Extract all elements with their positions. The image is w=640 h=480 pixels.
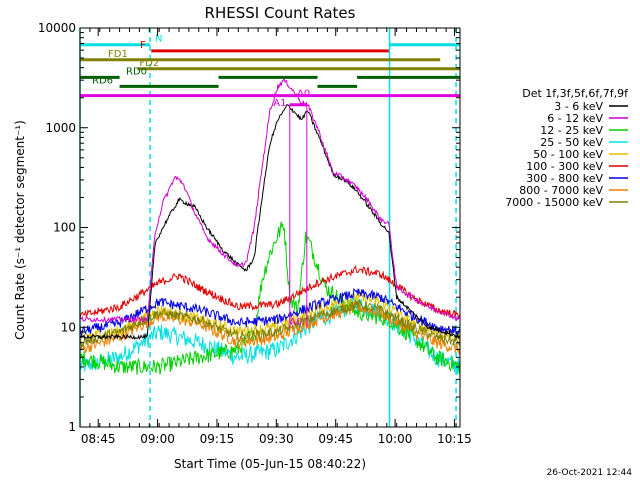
y-tick-label: 10000 [38, 21, 76, 35]
x-tick-label: 10:15 [437, 432, 472, 446]
legend-title: Det 1f,3f,5f,6f,7f,9f [522, 87, 629, 100]
annotation-label: A1 [273, 98, 286, 109]
x-tick-label: 09:45 [318, 432, 353, 446]
x-axis-label: Start Time (05-Jun-15 08:40:22) [174, 457, 366, 471]
state-bar-label: RD0 [126, 66, 147, 77]
series-line [79, 104, 461, 341]
legend-entry-label: 7000 - 15000 keV [505, 196, 603, 209]
y-tick-label: 1000 [45, 121, 76, 135]
state-bar-label: N [155, 34, 162, 45]
y-tick-label: 1 [68, 420, 76, 434]
x-tick-label: 10:00 [378, 432, 413, 446]
state-bar-label: FD2 [139, 58, 159, 69]
legend-entry-label: 25 - 50 keV [540, 136, 603, 149]
series-line [79, 287, 461, 336]
state-bar-label: FD1 [108, 49, 128, 60]
series-line [79, 76, 461, 324]
legend-entry-label: 3 - 6 keV [554, 100, 603, 113]
series-line [79, 290, 461, 343]
data-series [79, 76, 461, 375]
chart-title: RHESSI Count Rates [205, 4, 356, 22]
axes: 1 10 100 1000 10000 08:45 09:00 09:15 09:30 09:45… [38, 21, 472, 446]
legend-entry-label: 12 - 25 keV [540, 124, 603, 137]
series-line [79, 221, 461, 375]
state-bar-label: RD6 [92, 75, 113, 86]
annotation-label: A0 [289, 317, 302, 328]
legend-entry-label: 6 - 12 keV [547, 112, 603, 125]
x-tick-label: 09:15 [200, 432, 235, 446]
y-tick-label: 100 [53, 221, 76, 235]
x-tick-label: 09:00 [140, 432, 175, 446]
series-line [79, 265, 461, 320]
y-tick-label: 10 [61, 320, 76, 334]
legend-entry-label: 50 - 100 keV [533, 148, 603, 161]
series-line [79, 299, 461, 349]
state-bar-label: F [140, 40, 146, 51]
y-axis-label: Count Rate (s⁻¹ detector segment⁻¹) [13, 120, 27, 340]
timestamp-footer: 26-Oct-2021 12:44 [547, 468, 633, 478]
annotation-label: A0 [297, 89, 310, 100]
x-tick-label: 08:45 [81, 432, 116, 446]
legend-entry-label: 300 - 800 keV [526, 172, 603, 185]
legend-entry-label: 100 - 300 keV [526, 160, 603, 173]
legend-entry-label: 800 - 7000 keV [519, 184, 603, 197]
x-tick-label: 09:30 [259, 432, 294, 446]
